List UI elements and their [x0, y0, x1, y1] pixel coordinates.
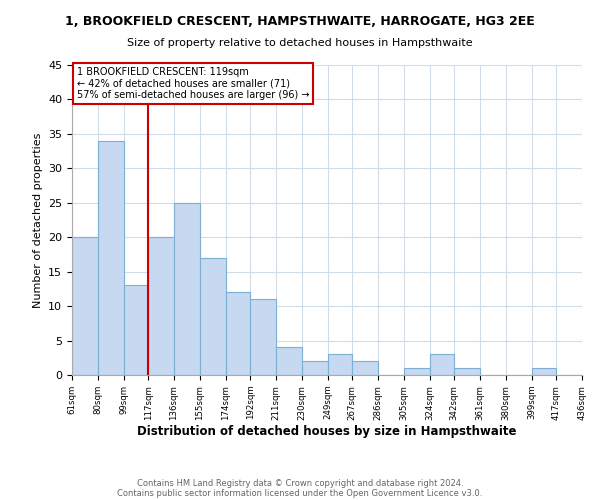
Bar [226, 292, 250, 375]
Bar [250, 299, 276, 375]
Bar [98, 141, 124, 375]
Text: 1, BROOKFIELD CRESCENT, HAMPSTHWAITE, HARROGATE, HG3 2EE: 1, BROOKFIELD CRESCENT, HAMPSTHWAITE, HA… [65, 15, 535, 28]
Bar [532, 368, 556, 375]
Bar [276, 348, 302, 375]
Bar [72, 237, 98, 375]
X-axis label: Distribution of detached houses by size in Hampsthwaite: Distribution of detached houses by size … [137, 425, 517, 438]
Text: Contains HM Land Registry data © Crown copyright and database right 2024.: Contains HM Land Registry data © Crown c… [137, 478, 463, 488]
Bar [200, 258, 226, 375]
Bar [148, 237, 174, 375]
Text: 1 BROOKFIELD CRESCENT: 119sqm
← 42% of detached houses are smaller (71)
57% of s: 1 BROOKFIELD CRESCENT: 119sqm ← 42% of d… [77, 66, 310, 100]
Bar [454, 368, 480, 375]
Bar [124, 286, 148, 375]
Text: Size of property relative to detached houses in Hampsthwaite: Size of property relative to detached ho… [127, 38, 473, 48]
Bar [328, 354, 352, 375]
Bar [404, 368, 430, 375]
Bar [430, 354, 454, 375]
Bar [174, 203, 200, 375]
Bar [302, 361, 328, 375]
Y-axis label: Number of detached properties: Number of detached properties [32, 132, 43, 308]
Text: Contains public sector information licensed under the Open Government Licence v3: Contains public sector information licen… [118, 488, 482, 498]
Bar [352, 361, 378, 375]
